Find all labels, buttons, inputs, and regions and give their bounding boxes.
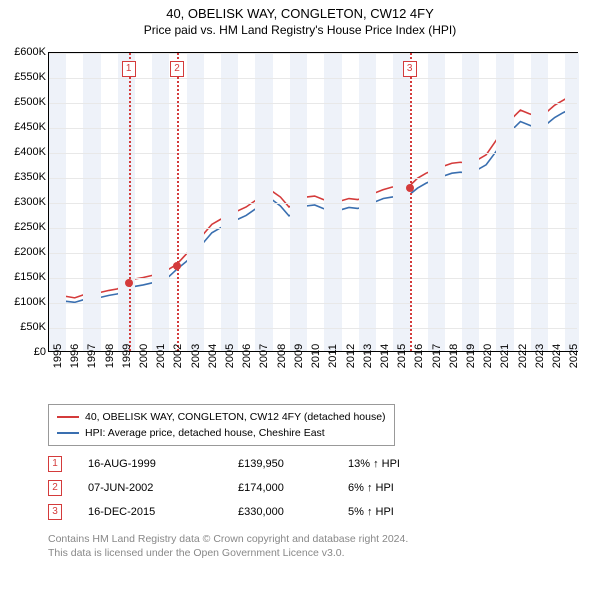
x-tick-label: 2015: [396, 344, 408, 368]
table-row: 2 07-JUN-2002£174,0006% ↑ HPI: [48, 476, 548, 500]
x-tick-label: 2019: [465, 344, 477, 368]
x-tick-label: 2009: [293, 344, 305, 368]
x-tick-label: 2021: [499, 344, 511, 368]
plot-area: 1 2 3: [48, 52, 578, 352]
sale-marker: [173, 262, 181, 270]
x-tick-label: 2006: [241, 344, 253, 368]
shade-band: [565, 53, 579, 351]
shade-band: [83, 53, 100, 351]
shade-band: [255, 53, 272, 351]
footer: Contains HM Land Registry data © Crown c…: [48, 532, 408, 560]
row-number-badge: 2: [48, 480, 62, 496]
shade-band: [49, 53, 66, 351]
x-tick-label: 1995: [52, 344, 64, 368]
x-tick-label: 2025: [568, 344, 580, 368]
y-tick-label: £150K: [4, 271, 46, 283]
shade-band: [152, 53, 169, 351]
row-date: 16-DEC-2015: [88, 506, 238, 518]
y-tick-label: £200K: [4, 246, 46, 258]
row-number-badge: 1: [48, 456, 62, 472]
shade-band: [221, 53, 238, 351]
legend-label: HPI: Average price, detached house, Ches…: [85, 427, 325, 439]
x-tick-label: 2011: [327, 344, 339, 368]
shade-band: [187, 53, 204, 351]
x-tick-label: 2003: [190, 344, 202, 368]
y-tick-label: £50K: [4, 321, 46, 333]
x-tick-label: 2020: [482, 344, 494, 368]
x-tick-label: 1997: [86, 344, 98, 368]
y-tick-label: £350K: [4, 171, 46, 183]
legend-swatch: [57, 416, 79, 418]
sale-marker: [406, 184, 414, 192]
shade-band: [359, 53, 376, 351]
x-tick-label: 2018: [448, 344, 460, 368]
sales-table: 1 16-AUG-1999£139,95013% ↑ HPI 2 07-JUN-200…: [48, 452, 548, 524]
x-tick-label: 2022: [517, 344, 529, 368]
event-line: [129, 53, 131, 351]
y-tick-label: £250K: [4, 221, 46, 233]
row-price: £174,000: [238, 482, 348, 494]
y-tick-label: £500K: [4, 96, 46, 108]
x-tick-label: 2002: [172, 344, 184, 368]
row-diff: 13% ↑ HPI: [348, 458, 458, 470]
y-tick-label: £400K: [4, 146, 46, 158]
legend-row: HPI: Average price, detached house, Ches…: [57, 425, 386, 441]
row-date: 16-AUG-1999: [88, 458, 238, 470]
footer-line1: Contains HM Land Registry data © Crown c…: [48, 532, 408, 546]
y-tick-label: £600K: [4, 46, 46, 58]
x-tick-label: 2012: [345, 344, 357, 368]
chart-container: 40, OBELISK WAY, CONGLETON, CW12 4FY Pri…: [0, 0, 600, 590]
x-tick-label: 2014: [379, 344, 391, 368]
event-line: [177, 53, 179, 351]
event-number-box: 2: [170, 61, 184, 77]
row-diff: 5% ↑ HPI: [348, 506, 458, 518]
x-tick-label: 2008: [276, 344, 288, 368]
x-tick-label: 1998: [104, 344, 116, 368]
x-tick-label: 2000: [138, 344, 150, 368]
x-tick-label: 2013: [362, 344, 374, 368]
y-tick-label: £0: [4, 346, 46, 358]
legend-label: 40, OBELISK WAY, CONGLETON, CW12 4FY (de…: [85, 411, 386, 423]
x-tick-label: 2001: [155, 344, 167, 368]
row-date: 07-JUN-2002: [88, 482, 238, 494]
row-number-badge: 3: [48, 504, 62, 520]
shade-band: [531, 53, 548, 351]
x-tick-label: 2024: [551, 344, 563, 368]
y-tick-label: £550K: [4, 71, 46, 83]
shade-band: [393, 53, 410, 351]
table-row: 3 16-DEC-2015£330,0005% ↑ HPI: [48, 500, 548, 524]
y-tick-label: £450K: [4, 121, 46, 133]
event-number-box: 1: [122, 61, 136, 77]
x-tick-label: 2023: [534, 344, 546, 368]
shade-band: [462, 53, 479, 351]
y-tick-label: £300K: [4, 196, 46, 208]
legend-swatch: [57, 432, 79, 434]
shade-band: [324, 53, 341, 351]
sale-marker: [125, 279, 133, 287]
footer-line2: This data is licensed under the Open Gov…: [48, 546, 408, 560]
x-tick-label: 2005: [224, 344, 236, 368]
x-tick-label: 1999: [121, 344, 133, 368]
event-line: [410, 53, 412, 351]
legend-row: 40, OBELISK WAY, CONGLETON, CW12 4FY (de…: [57, 409, 386, 425]
shade-band: [428, 53, 445, 351]
x-tick-label: 1996: [69, 344, 81, 368]
legend: 40, OBELISK WAY, CONGLETON, CW12 4FY (de…: [48, 404, 395, 446]
x-tick-label: 2017: [431, 344, 443, 368]
x-tick-label: 2007: [258, 344, 270, 368]
chart-subtitle: Price paid vs. HM Land Registry's House …: [0, 21, 600, 41]
shade-band: [290, 53, 307, 351]
chart-title: 40, OBELISK WAY, CONGLETON, CW12 4FY: [0, 0, 600, 21]
row-price: £330,000: [238, 506, 348, 518]
y-tick-label: £100K: [4, 296, 46, 308]
event-number-box: 3: [403, 61, 417, 77]
table-row: 1 16-AUG-1999£139,95013% ↑ HPI: [48, 452, 548, 476]
row-price: £139,950: [238, 458, 348, 470]
shade-band: [496, 53, 513, 351]
x-tick-label: 2010: [310, 344, 322, 368]
x-tick-label: 2016: [413, 344, 425, 368]
x-tick-label: 2004: [207, 344, 219, 368]
row-diff: 6% ↑ HPI: [348, 482, 458, 494]
shade-band: [118, 53, 135, 351]
